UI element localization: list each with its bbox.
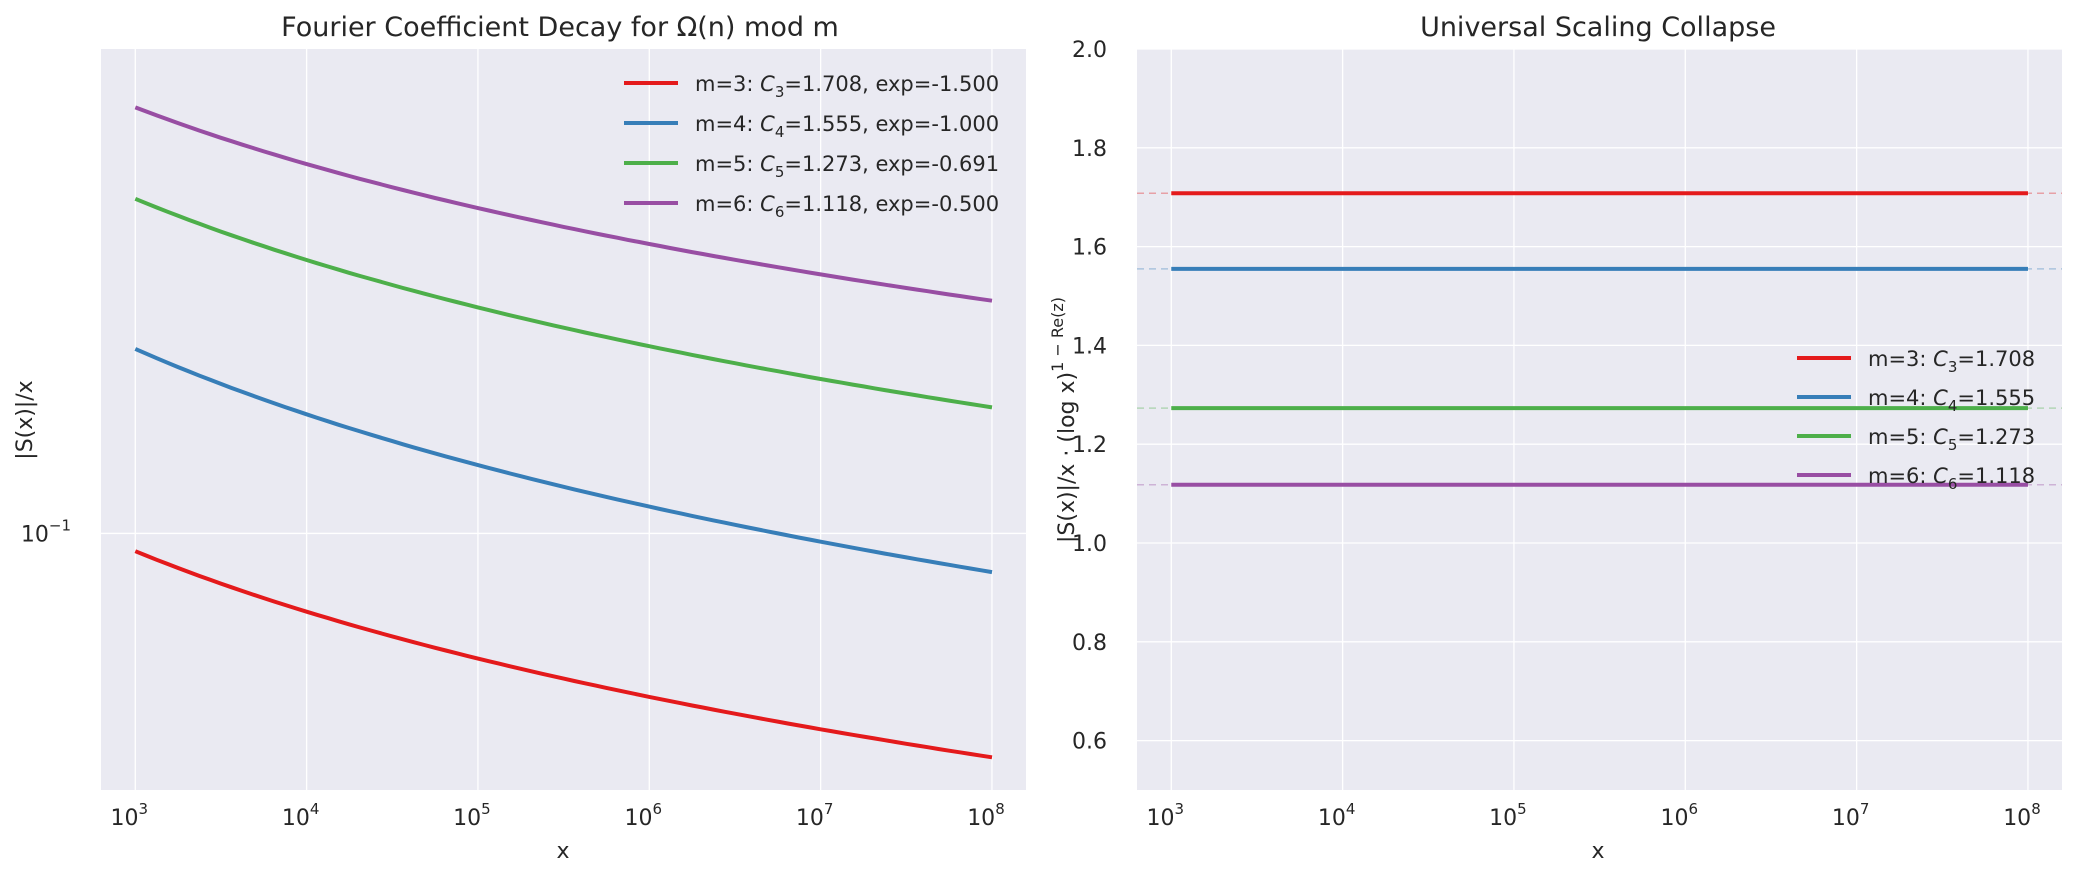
- x-tick-label: 104: [282, 800, 320, 831]
- y-tick-label: 0.8: [1072, 631, 1107, 656]
- left-x-ticks: 103 104 105 106 107 108: [110, 800, 1004, 831]
- series-line-m=4: [134, 347, 993, 575]
- x-tick-label: 108: [2003, 800, 2041, 831]
- x-tick-label: 106: [625, 800, 663, 831]
- legend-label: m=5: C5=1.273, exp=-0.691: [695, 152, 999, 181]
- left-grid: [101, 49, 1026, 790]
- left-chart-title: Fourier Coefficient Decay for Ω(n) mod m: [281, 12, 839, 43]
- y-tick-label: 0.6: [1072, 730, 1107, 755]
- y-tick-label: 10−1: [21, 516, 71, 547]
- legend-label: m=3: C3=1.708, exp=-1.500: [695, 72, 999, 101]
- left-y-ticks: 10−1: [21, 516, 71, 547]
- x-tick-label: 108: [967, 800, 1005, 831]
- legend-label: m=6: C6=1.118: [1868, 464, 2035, 493]
- y-tick-label: 1.8: [1072, 137, 1107, 162]
- left-y-axis-label: |S(x)|/x: [13, 380, 38, 459]
- series-line-m=3: [134, 549, 993, 760]
- right-series-group: [1171, 191, 2028, 487]
- series-line-m=5: [134, 196, 993, 410]
- right-y-axis-label-main: |S(x)|/x · (log x): [1055, 372, 1080, 543]
- x-tick-label: 105: [1489, 800, 1527, 831]
- x-tick-label: 107: [1832, 800, 1870, 831]
- left-x-axis-label: x: [556, 839, 569, 864]
- right-plot-area: [1137, 49, 2062, 790]
- y-tick-label: 2.0: [1072, 38, 1107, 63]
- legend-label: m=5: C5=1.273: [1868, 425, 2035, 454]
- left-plot-area: [101, 49, 1026, 790]
- series-line-m=6: [134, 105, 993, 303]
- x-tick-label: 103: [110, 800, 148, 831]
- right-x-ticks: 103 104 105 106 107 108: [1146, 800, 2040, 831]
- right-y-axis-label: |S(x)|/x · (log x)1 − Re(z): [1048, 297, 1080, 543]
- right-y-axis-label-sup: 1 − Re(z): [1048, 297, 1067, 372]
- left-legend: m=3: C3=1.708, exp=-1.500 m=4: C4=1.555, …: [624, 72, 999, 221]
- x-tick-label: 103: [1146, 800, 1184, 831]
- x-tick-label: 106: [1661, 800, 1699, 831]
- y-tick-label: 1.0: [1072, 532, 1107, 557]
- right-chart-title: Universal Scaling Collapse: [1420, 12, 1776, 43]
- right-chart: 103 104 105 106 107 108 0.6 0.8 1.0 1.2 1.4 1.6 1.8…: [1048, 12, 2062, 864]
- legend-label: m=4: C4=1.555, exp=-1.000: [695, 112, 999, 141]
- right-y-ticks: 0.6 0.8 1.0 1.2 1.4 1.6 1.8 2.0: [1072, 38, 1107, 755]
- y-tick-label: 1.4: [1072, 334, 1107, 359]
- right-legend: m=3: C3=1.708 m=4: C4=1.555 m=5: C5=1.273 m…: [1797, 347, 2035, 493]
- left-chart: 103 104 105 106 107 108 10−1 Fourier Coeffici…: [13, 12, 1026, 864]
- y-tick-label: 1.2: [1072, 433, 1107, 458]
- x-tick-label: 107: [796, 800, 834, 831]
- legend-label: m=6: C6=1.118, exp=-0.500: [695, 192, 999, 221]
- legend-label: m=4: C4=1.555: [1868, 386, 2035, 415]
- legend-label: m=3: C3=1.708: [1868, 347, 2035, 376]
- right-grid: [1137, 48, 2062, 790]
- left-series-group: [134, 105, 993, 760]
- x-tick-label: 105: [453, 800, 491, 831]
- right-x-axis-label: x: [1591, 839, 1604, 864]
- x-tick-label: 104: [1318, 800, 1356, 831]
- y-tick-label: 1.6: [1072, 236, 1107, 261]
